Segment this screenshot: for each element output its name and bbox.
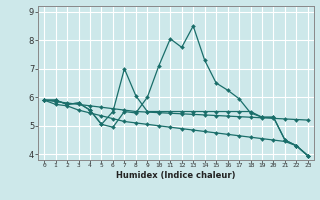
X-axis label: Humidex (Indice chaleur): Humidex (Indice chaleur) [116,171,236,180]
